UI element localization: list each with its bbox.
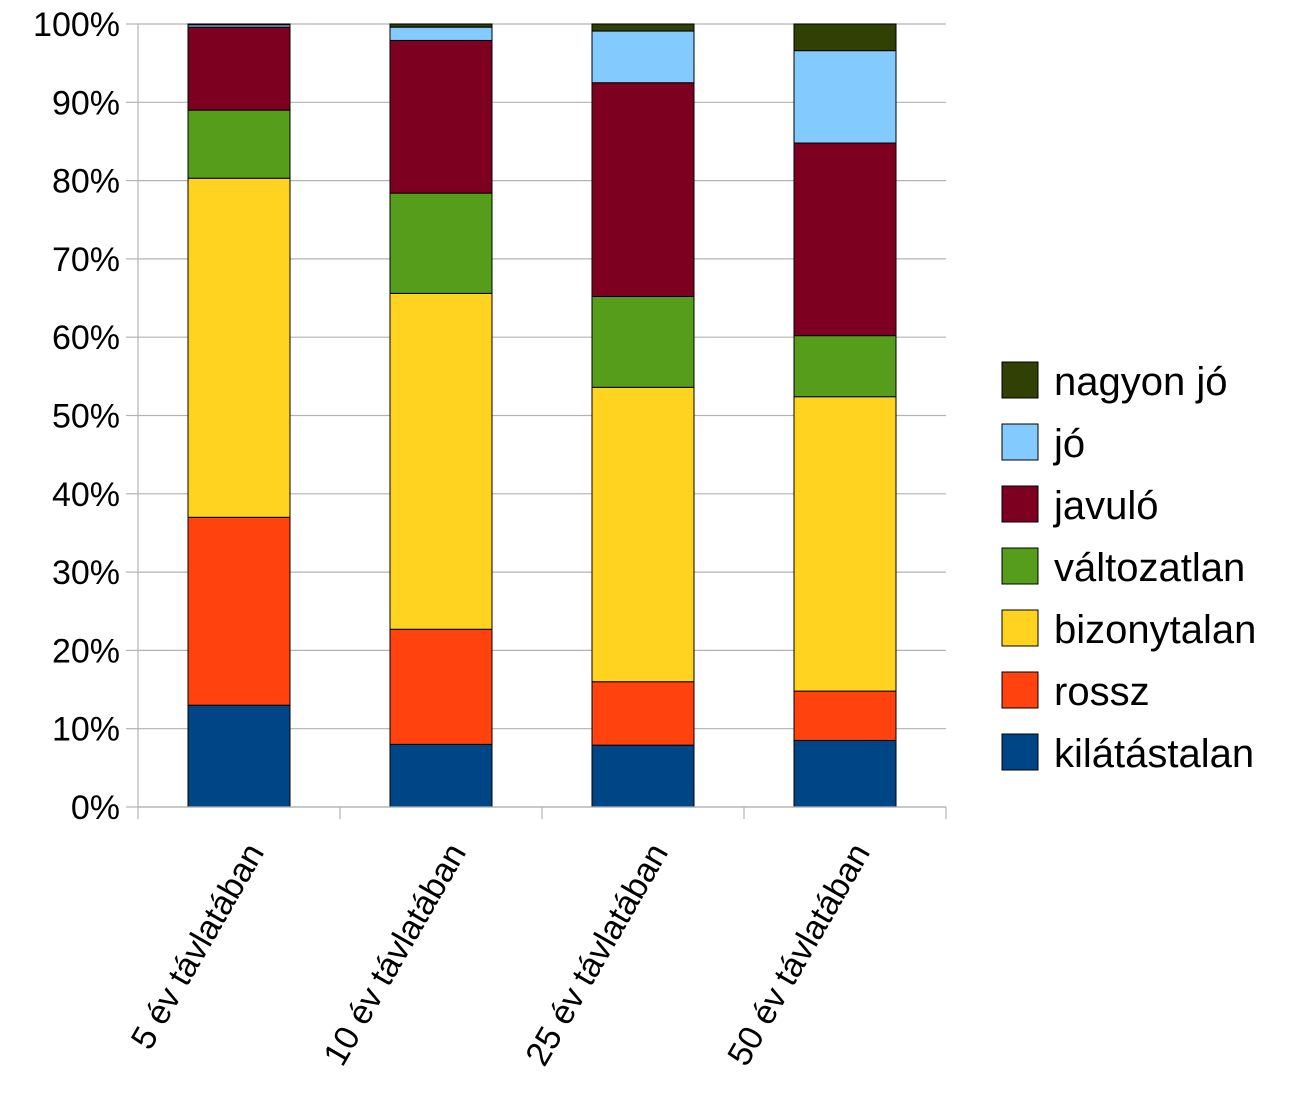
x-tick-label: 10 év távlatában bbox=[316, 837, 474, 1072]
bar-segment bbox=[389, 292, 493, 630]
bar-segment bbox=[187, 704, 291, 808]
bar-segment bbox=[591, 295, 695, 388]
legend: nagyon jó jó javuló változatlan bizonytalan r… bbox=[1001, 360, 1256, 776]
legend-swatch bbox=[1001, 423, 1039, 461]
bar-segment bbox=[187, 109, 291, 179]
y-tick-label: 20% bbox=[52, 632, 120, 670]
legend-label: jó bbox=[1053, 422, 1085, 466]
bar-segment bbox=[591, 386, 695, 683]
bar-segment bbox=[187, 177, 291, 518]
y-tick-label: 60% bbox=[52, 319, 120, 357]
bar-segment bbox=[591, 23, 695, 32]
bars bbox=[187, 23, 897, 808]
x-axis-ticks: 5 év távlatában 10 év távlatában 25 év táv… bbox=[124, 807, 947, 1072]
y-tick-label: 70% bbox=[52, 241, 120, 279]
y-tick-label: 50% bbox=[52, 398, 120, 436]
y-tick-label: 90% bbox=[52, 84, 120, 122]
legend-label: javuló bbox=[1053, 484, 1159, 528]
legend-label: változatlan bbox=[1054, 546, 1245, 590]
bar-segment bbox=[793, 690, 897, 741]
legend-swatch bbox=[1001, 485, 1039, 523]
y-tick-label: 10% bbox=[52, 711, 120, 749]
bar-segment bbox=[793, 739, 897, 808]
legend-label: bizonytalan bbox=[1054, 608, 1256, 652]
y-tick-label: 40% bbox=[52, 476, 120, 514]
x-tick-label: 50 év távlatában bbox=[720, 837, 878, 1072]
bar-segment bbox=[793, 396, 897, 692]
y-tick-label: 0% bbox=[71, 789, 120, 827]
bar-segment bbox=[793, 23, 897, 52]
bar-segment bbox=[389, 23, 493, 28]
bar-segment bbox=[389, 192, 493, 294]
bar-segment bbox=[793, 50, 897, 144]
bar-segment bbox=[187, 516, 291, 706]
legend-swatch bbox=[1001, 733, 1039, 771]
bar-segment bbox=[793, 142, 897, 337]
y-axis-ticks: 0% 10% 20% 30% 40% 50% 60% 70% 80% 90% 100% bbox=[33, 6, 138, 827]
legend-label: nagyon jó bbox=[1054, 360, 1227, 404]
bar-segment bbox=[591, 744, 695, 808]
bar-segment bbox=[591, 82, 695, 297]
legend-label: rossz bbox=[1054, 670, 1150, 714]
bar-segment bbox=[793, 335, 897, 398]
x-tick-label: 5 év távlatában bbox=[124, 837, 272, 1056]
legend-swatch bbox=[1001, 609, 1039, 647]
legend-swatch bbox=[1001, 671, 1039, 709]
bar-segment bbox=[591, 681, 695, 746]
legend-label: kilátástalan bbox=[1054, 732, 1254, 776]
legend-swatch bbox=[1001, 361, 1039, 399]
bar-segment bbox=[389, 39, 493, 194]
bar-segment bbox=[389, 628, 493, 745]
legend-swatch bbox=[1001, 547, 1039, 585]
bar-segment bbox=[389, 743, 493, 808]
bar-segment bbox=[389, 26, 493, 41]
y-tick-label: 80% bbox=[52, 163, 120, 201]
y-tick-label: 100% bbox=[33, 6, 120, 44]
bar-segment bbox=[187, 26, 291, 111]
x-tick-label: 25 év távlatában bbox=[518, 837, 676, 1072]
y-tick-label: 30% bbox=[52, 554, 120, 592]
bar-segment bbox=[591, 30, 695, 84]
bar-segment bbox=[187, 23, 291, 26]
